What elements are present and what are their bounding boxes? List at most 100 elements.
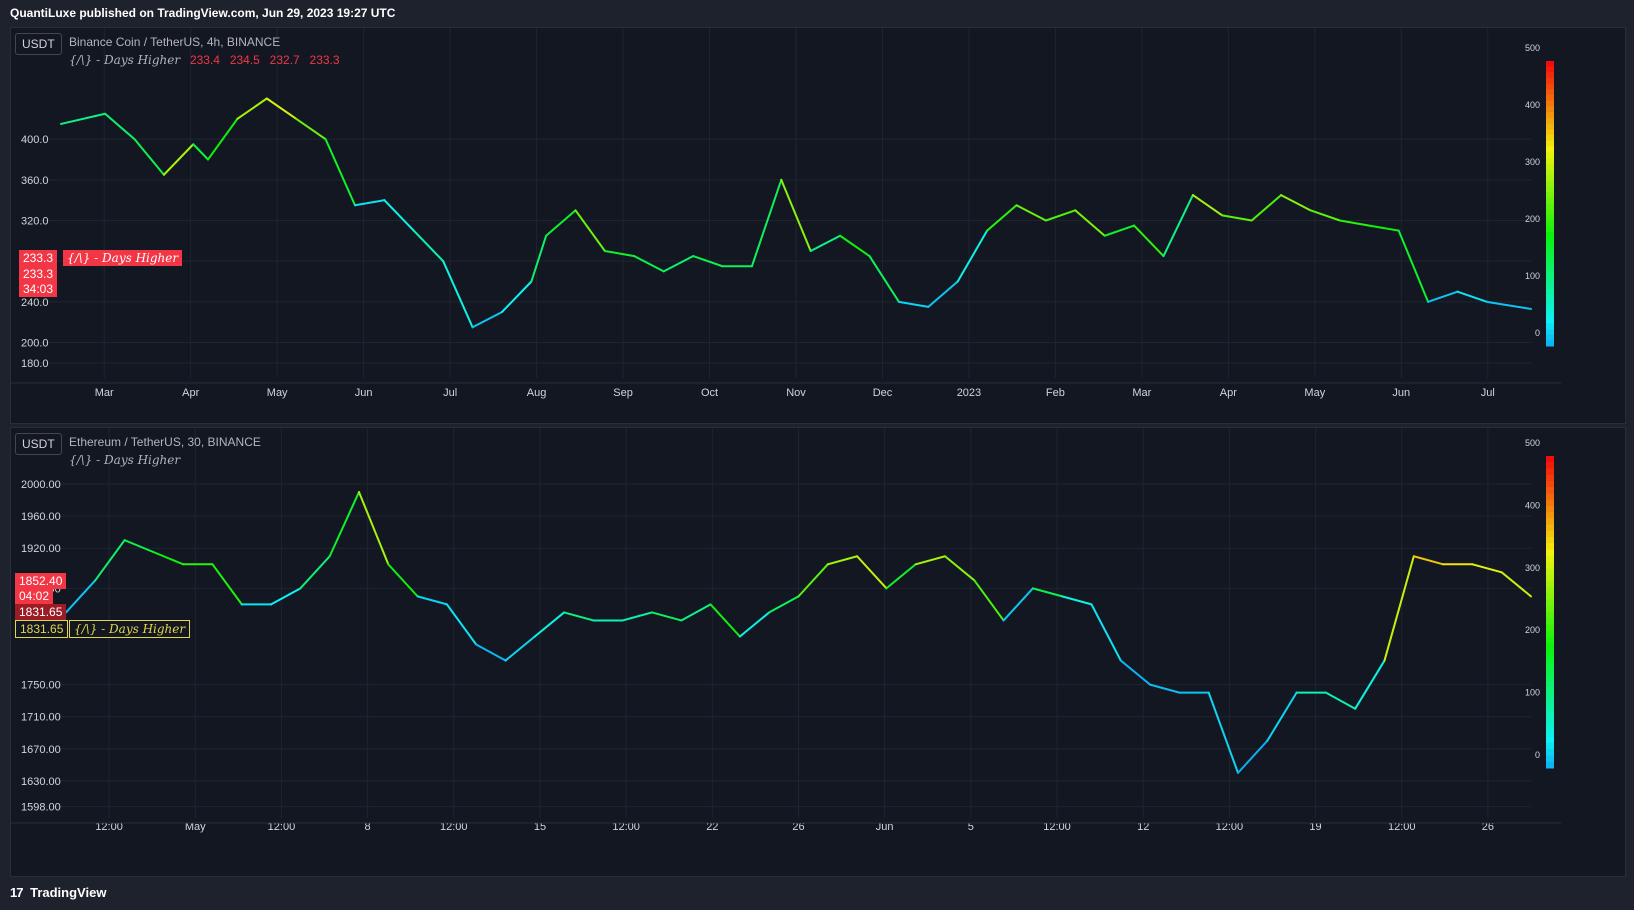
x-tick-label: Aug — [527, 387, 547, 399]
colorbar-segment — [1546, 123, 1554, 130]
colorbar-segment — [1546, 89, 1554, 96]
colorbar-segment — [1546, 118, 1554, 125]
price-segment — [1090, 603, 1122, 662]
colorbar-segment — [1546, 487, 1554, 494]
price-segment — [504, 635, 536, 662]
x-tick-label: 12:00 — [1388, 821, 1416, 833]
price-segment — [416, 595, 448, 606]
currency-button[interactable]: USDT — [15, 433, 62, 455]
price-segment — [1354, 659, 1386, 710]
colorbar-segment — [1546, 718, 1554, 725]
colorbar-tick-label: 400 — [1525, 500, 1540, 510]
indicator-value-tag: 1831.65 — [15, 620, 69, 638]
colorbar-segment — [1546, 699, 1554, 707]
x-tick-label: Jun — [355, 387, 373, 399]
currency-button[interactable]: USDT — [15, 33, 62, 55]
price-segment — [358, 491, 390, 566]
colorbar-segment — [1546, 260, 1554, 267]
colorbar-tick-label: 300 — [1525, 157, 1540, 167]
tradingview-logo[interactable]: 17 TradingView — [10, 885, 106, 900]
x-tick-label: 12:00 — [1216, 821, 1244, 833]
price-segment — [383, 199, 415, 232]
price-segment — [1074, 209, 1106, 237]
eth-chart-svg[interactable]: 1598.001630.001670.001710.001750.001870.… — [11, 428, 1625, 876]
price-segment — [354, 199, 386, 207]
indicator-legend: {/\} - Days Higher — [69, 453, 180, 467]
price-segment — [839, 234, 871, 258]
colorbar-segment — [1546, 555, 1554, 563]
colorbar-segment — [1546, 186, 1554, 193]
colorbar-segment — [1546, 306, 1554, 313]
price-segment — [574, 209, 606, 252]
x-tick-label: 26 — [1482, 821, 1494, 833]
colorbar-segment — [1546, 106, 1554, 113]
colorbar-segment — [1546, 249, 1554, 256]
price-segment — [868, 255, 900, 303]
colorbar-segment — [1546, 574, 1554, 582]
x-tick-label: Nov — [786, 387, 806, 399]
colorbar-segment — [1546, 705, 1554, 713]
colorbar-segment — [1546, 636, 1554, 644]
bnb-chart-svg[interactable]: 180.0200.0240.0280.0320.0360.0400.0MarAp… — [11, 28, 1625, 423]
price-segment — [651, 611, 683, 622]
colorbar-segment — [1546, 680, 1554, 688]
price-segment — [501, 280, 533, 313]
colorbar-segment — [1546, 209, 1554, 216]
colorbar-segment — [1546, 587, 1554, 594]
eth-chart-pane[interactable]: 1598.001630.001670.001710.001750.001870.… — [10, 427, 1626, 877]
colorbar-segment — [1546, 140, 1554, 147]
colorbar-tick-label: 200 — [1525, 625, 1540, 635]
price-segment — [563, 611, 595, 622]
price-segment — [475, 643, 507, 662]
x-tick-label: Sep — [613, 387, 633, 399]
colorbar-segment — [1546, 537, 1554, 544]
indicator-tag: {/\} - Days Higher — [63, 250, 183, 266]
colorbar-tick-label: 500 — [1525, 438, 1540, 448]
x-tick-label: Mar — [1132, 387, 1151, 399]
colorbar-segment — [1546, 456, 1554, 463]
colorbar-segment — [1546, 214, 1554, 222]
y-tick-label: 1920.00 — [21, 543, 61, 555]
price-segment — [265, 97, 298, 120]
price-segment — [1471, 563, 1503, 574]
price-segment — [1044, 209, 1077, 222]
colorbar-segment — [1546, 72, 1554, 79]
x-tick-label: Jun — [876, 821, 894, 833]
colorbar-segment — [1546, 180, 1554, 187]
colorbar-segment — [1546, 277, 1554, 284]
x-tick-label: 5 — [968, 821, 974, 833]
price-segment — [387, 563, 419, 598]
x-tick-label: Oct — [701, 387, 718, 399]
colorbar-segment — [1546, 612, 1554, 619]
price-segment — [192, 143, 209, 161]
colorbar-segment — [1546, 334, 1554, 341]
colorbar-segment — [1546, 730, 1554, 738]
colorbar-segment — [1546, 197, 1554, 204]
price-segment — [162, 143, 195, 176]
price-segment — [445, 603, 478, 646]
price-segment — [944, 555, 976, 582]
colorbar-segment — [1546, 618, 1554, 625]
symbol-legend: Binance Coin / TetherUS, 4h, BINANCE — [69, 35, 281, 49]
colorbar-segment — [1546, 311, 1554, 318]
colorbar-tick-label: 0 — [1535, 328, 1540, 338]
price-segment — [1397, 229, 1430, 303]
indicator-value-high: 234.5 — [229, 53, 260, 67]
colorbar-segment — [1546, 323, 1554, 330]
bnb-chart-pane[interactable]: 180.0200.0240.0280.0320.0360.0400.0MarAp… — [10, 27, 1626, 424]
colorbar-segment — [1546, 661, 1554, 669]
colorbar-segment — [1546, 61, 1554, 68]
colorbar-tick-label: 0 — [1535, 750, 1540, 760]
colorbar-segment — [1546, 480, 1554, 488]
colorbar-segment — [1546, 624, 1554, 632]
price-segment — [1162, 194, 1194, 258]
indicator-value-close: 233.3 — [309, 53, 340, 67]
countdown-tag: 34:03 — [19, 281, 58, 297]
colorbar-segment — [1546, 593, 1554, 601]
price-segment — [680, 603, 712, 622]
colorbar-segment — [1546, 226, 1554, 233]
y-tick-label: 240.0 — [21, 297, 49, 309]
x-tick-label: 8 — [365, 821, 371, 833]
colorbar-segment — [1546, 693, 1554, 700]
x-tick-label: May — [1304, 387, 1325, 399]
